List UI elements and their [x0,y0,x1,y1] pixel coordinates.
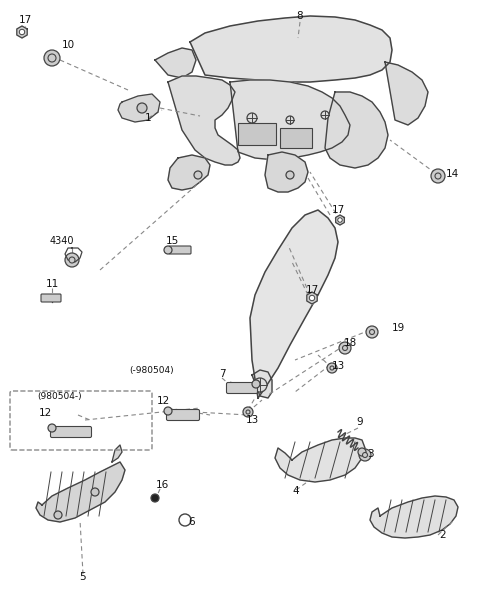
Circle shape [330,366,334,370]
Polygon shape [168,155,210,190]
Polygon shape [168,76,240,165]
Circle shape [164,407,172,415]
Polygon shape [112,445,122,462]
Circle shape [194,171,202,179]
Text: 8: 8 [297,11,303,21]
Text: 13: 13 [245,415,259,425]
Text: 4: 4 [293,486,300,496]
Polygon shape [275,438,365,482]
Circle shape [431,169,445,183]
Text: 3: 3 [367,449,373,459]
Circle shape [19,30,24,35]
Bar [238,123,276,145]
FancyBboxPatch shape [167,409,200,420]
Circle shape [48,54,56,62]
Polygon shape [17,26,27,38]
Circle shape [253,378,267,392]
Polygon shape [155,48,196,78]
Circle shape [65,253,79,267]
Text: 5: 5 [80,572,86,582]
Circle shape [243,407,253,417]
Circle shape [91,488,99,496]
Circle shape [309,295,315,301]
Polygon shape [118,94,160,122]
Text: 10: 10 [61,40,74,50]
Circle shape [370,329,374,335]
Circle shape [362,452,368,458]
Circle shape [69,257,75,263]
Circle shape [137,103,147,113]
Circle shape [247,113,257,123]
Text: 1: 1 [144,113,151,123]
Text: 11: 11 [46,279,59,289]
Circle shape [327,363,337,373]
Text: 15: 15 [166,236,179,246]
Text: 17: 17 [18,15,32,25]
Polygon shape [230,80,350,160]
Text: 18: 18 [343,338,357,348]
FancyBboxPatch shape [41,294,61,302]
Polygon shape [307,292,317,304]
FancyBboxPatch shape [169,246,191,254]
Circle shape [366,326,378,338]
Circle shape [246,410,250,414]
Polygon shape [36,462,125,522]
Circle shape [339,342,351,354]
Circle shape [48,424,56,432]
Polygon shape [190,16,392,82]
Circle shape [44,50,60,66]
Text: 19: 19 [391,323,405,333]
Text: 6: 6 [189,517,195,527]
Polygon shape [250,210,338,398]
Circle shape [164,246,172,254]
Text: 9: 9 [357,417,363,427]
Text: 12: 12 [156,396,169,406]
Circle shape [358,448,366,456]
Polygon shape [336,215,344,225]
Circle shape [338,218,342,223]
Text: 16: 16 [156,480,168,490]
Text: 2: 2 [440,530,446,540]
Text: (-980504): (-980504) [130,367,174,376]
Text: 7: 7 [219,369,225,379]
Circle shape [286,116,294,124]
Circle shape [54,511,62,519]
Circle shape [343,346,348,350]
Polygon shape [385,62,428,125]
Text: 12: 12 [38,408,52,418]
Text: 14: 14 [445,169,458,179]
Polygon shape [252,370,272,398]
Bar [280,128,312,148]
Circle shape [252,380,260,388]
Polygon shape [265,152,308,192]
Circle shape [359,449,371,461]
Polygon shape [325,92,388,168]
Text: 17: 17 [331,205,345,215]
FancyBboxPatch shape [227,382,257,394]
Circle shape [179,514,191,526]
Text: (980504-): (980504-) [38,391,82,400]
Text: 17: 17 [305,285,319,295]
Circle shape [286,171,294,179]
Circle shape [151,494,159,502]
Circle shape [435,173,441,179]
Circle shape [321,111,329,119]
Text: 4340: 4340 [50,236,74,246]
Text: 13: 13 [331,361,345,371]
FancyBboxPatch shape [50,426,92,438]
Polygon shape [370,496,458,538]
